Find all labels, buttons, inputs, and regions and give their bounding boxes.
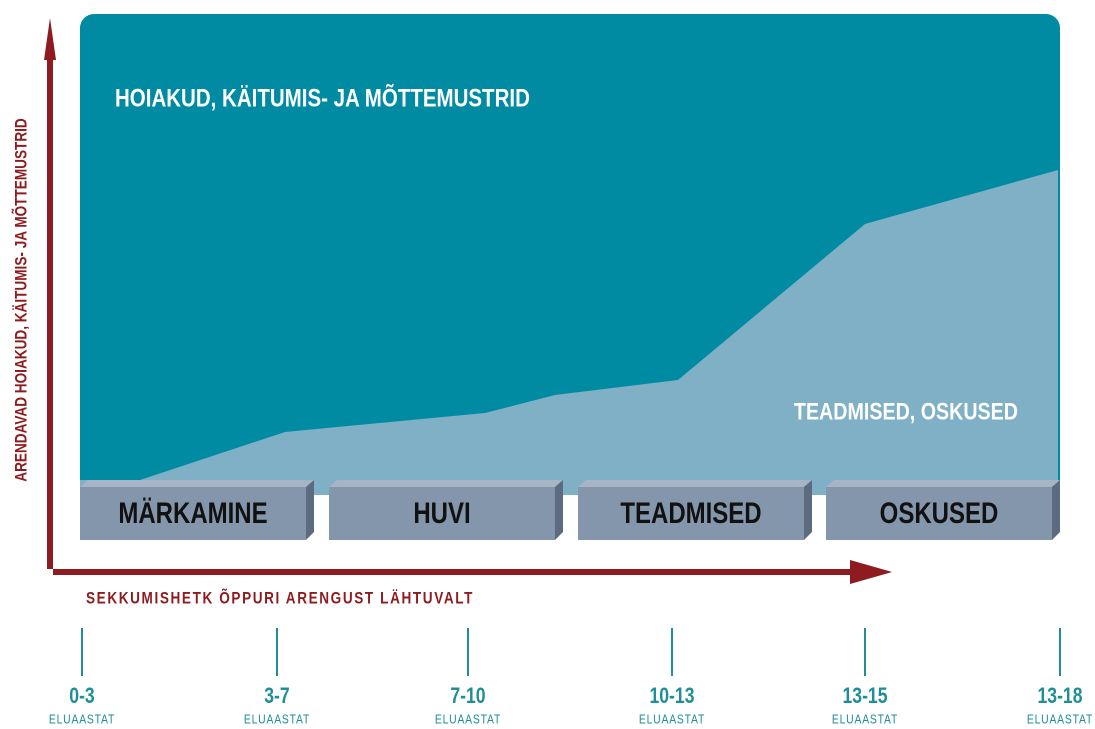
age-range: 13-18 xyxy=(1038,684,1083,708)
age-unit: ELUAASTAT xyxy=(435,712,501,726)
age-range: 3-7 xyxy=(264,684,289,708)
age-unit: ELUAASTAT xyxy=(49,712,115,726)
stage-box-side xyxy=(306,480,314,540)
stage-box-side xyxy=(804,480,812,540)
stage-box xyxy=(578,487,804,540)
stage-box xyxy=(80,487,306,540)
age-unit: ELUAASTAT xyxy=(832,712,898,726)
stage-box-side xyxy=(555,480,563,540)
knowledge-area xyxy=(80,170,1058,495)
stage-label: OSKUSED xyxy=(880,495,999,529)
area-label: TEADMISED, OSKUSED xyxy=(794,397,1018,424)
y-axis-label: ARENDAVAD HOIAKUD, KÄITUMIS- JA MÕTTEMUS… xyxy=(11,118,31,481)
age-unit: ELUAASTAT xyxy=(639,712,705,726)
stage-label: MÄRKAMINE xyxy=(118,495,267,529)
age-range: 0-3 xyxy=(69,684,94,708)
top-label: HOIAKUD, KÄITUMIS- JA MÕTTEMUSTRID xyxy=(115,84,530,112)
age-range: 10-13 xyxy=(650,684,695,708)
stage-box-top xyxy=(578,480,812,487)
stage-label: HUVI xyxy=(413,495,470,529)
stage-label: TEADMISED xyxy=(620,495,761,529)
stage-box xyxy=(329,487,555,540)
age-unit: ELUAASTAT xyxy=(244,712,310,726)
stage-box-top xyxy=(80,480,314,487)
age-range: 13-15 xyxy=(843,684,888,708)
stage-box-side xyxy=(1052,480,1060,540)
age-unit: ELUAASTAT xyxy=(1027,712,1093,726)
stage-box xyxy=(826,487,1052,540)
stage-box-top xyxy=(826,480,1060,487)
stage-box-top xyxy=(329,480,563,487)
age-range: 7-10 xyxy=(450,684,485,708)
x-axis-label: SEKKUMISHETK ÕPPURI ARENGUST LÄHTUVALT xyxy=(86,588,474,608)
